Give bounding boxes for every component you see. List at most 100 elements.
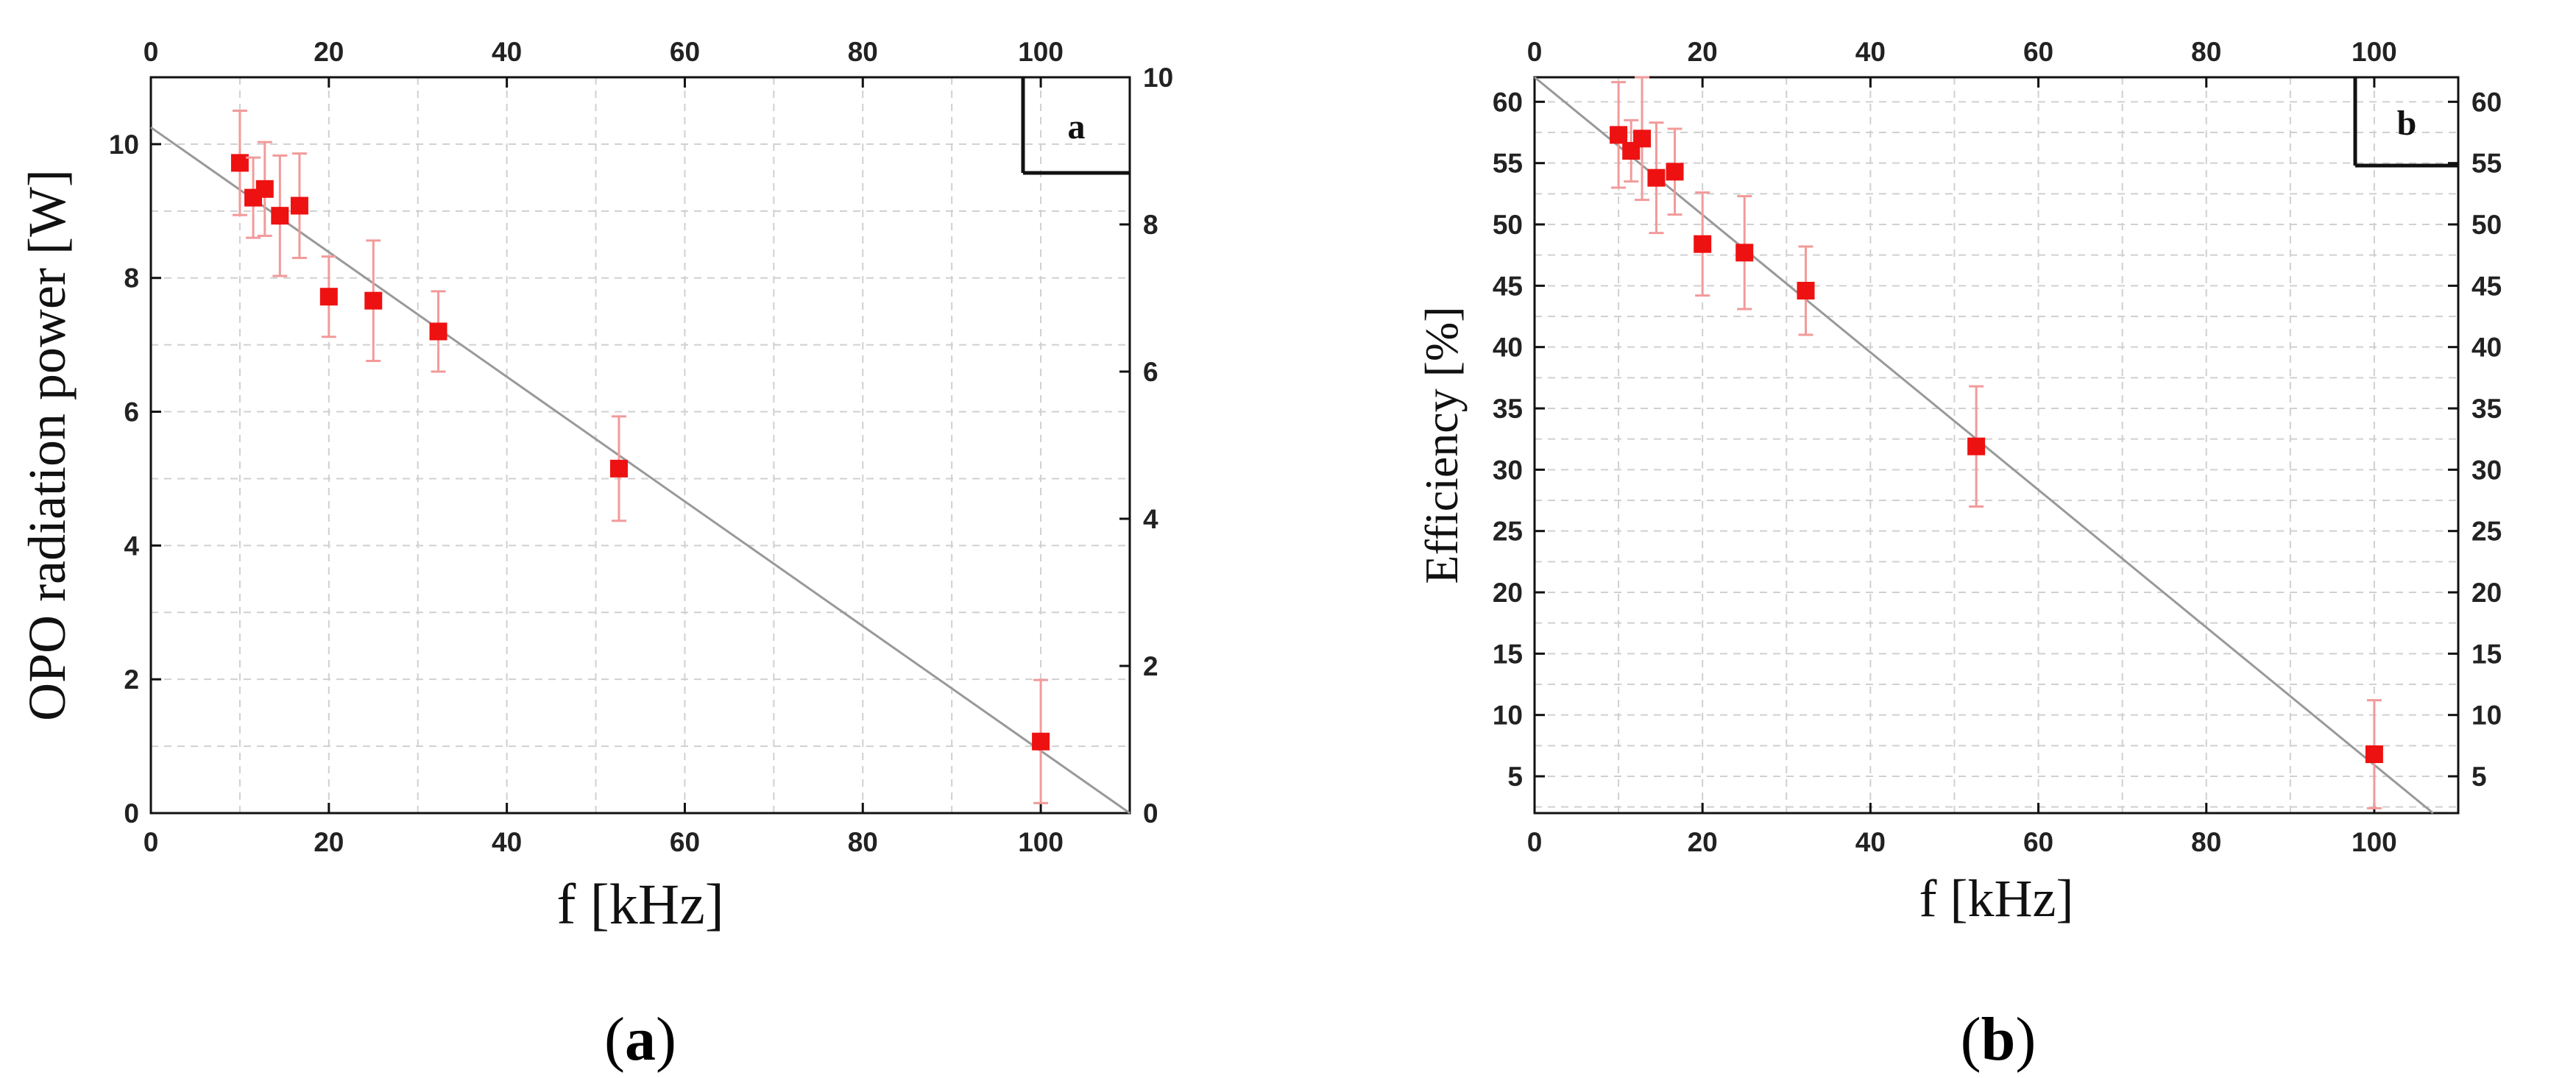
right-y-tick-label: 10 bbox=[1143, 63, 1173, 93]
right-y-tick-label: 55 bbox=[2471, 149, 2502, 179]
data-point bbox=[1647, 169, 1666, 187]
x-tick-label-top: 100 bbox=[2352, 37, 2397, 67]
data-point bbox=[1735, 244, 1754, 262]
y-tick-label: 15 bbox=[1493, 639, 1523, 669]
x-tick-label: 60 bbox=[2023, 827, 2053, 857]
grid bbox=[151, 77, 1130, 813]
y-tick-label: 30 bbox=[1493, 455, 1523, 485]
right-y-tick-label: 20 bbox=[2471, 578, 2502, 608]
x-tick-label: 40 bbox=[1855, 827, 1886, 857]
right-y-tick-label: 50 bbox=[2471, 210, 2502, 240]
x-tick-label: 80 bbox=[2191, 827, 2221, 857]
chart-panel-a: 00202040406060808010010002468100246810af… bbox=[18, 37, 1173, 936]
fit-line bbox=[150, 126, 1130, 815]
y-tick-label: 25 bbox=[1493, 517, 1523, 547]
right-y-tick-label: 0 bbox=[1143, 798, 1158, 829]
data-point bbox=[271, 207, 289, 225]
panel-tag: a bbox=[1068, 107, 1086, 146]
x-tick-label-top: 20 bbox=[1688, 37, 1718, 67]
y-tick-label: 4 bbox=[124, 531, 139, 561]
grid bbox=[1535, 77, 2458, 813]
right-y-tick-label: 35 bbox=[2471, 394, 2502, 424]
x-axis-label: f [kHz] bbox=[1919, 869, 2074, 928]
x-tick-label-top: 0 bbox=[144, 37, 159, 67]
data-point bbox=[1694, 235, 1712, 253]
x-axis-label: f [kHz] bbox=[556, 872, 723, 936]
data-point bbox=[1633, 130, 1652, 148]
y-tick-label: 0 bbox=[124, 798, 139, 829]
x-tick-label: 60 bbox=[670, 827, 700, 857]
right-y-tick-label: 25 bbox=[2471, 517, 2502, 547]
data-point bbox=[429, 322, 447, 341]
x-tick-label: 40 bbox=[492, 827, 522, 857]
right-y-tick-label: 30 bbox=[2471, 455, 2502, 485]
x-tick-label-top: 20 bbox=[314, 37, 344, 67]
right-y-tick-label: 8 bbox=[1143, 210, 1158, 240]
right-y-tick-label: 10 bbox=[2471, 701, 2502, 731]
y-tick-label: 10 bbox=[109, 130, 139, 160]
x-tick-label-top: 0 bbox=[1527, 37, 1543, 67]
caption-paren: ) bbox=[656, 1005, 676, 1074]
data-point bbox=[290, 196, 308, 215]
right-y-tick-label: 45 bbox=[2471, 271, 2502, 301]
right-y-tick-label: 5 bbox=[2471, 762, 2487, 792]
y-tick-label: 20 bbox=[1493, 578, 1523, 608]
plot-frame bbox=[149, 76, 1131, 815]
figure-caption: (a) bbox=[604, 1005, 676, 1074]
chart-panel-b: 0 0 20 20 40 40 60 60 80 80 100 100 5 10 15 20 25 30 35 40 4… bbox=[1415, 37, 2502, 928]
y-tick-label: 35 bbox=[1493, 394, 1523, 424]
y-tick-label: 55 bbox=[1493, 149, 1523, 179]
data-point bbox=[1610, 126, 1628, 144]
data-point bbox=[1797, 282, 1815, 299]
data-point bbox=[1967, 437, 1986, 455]
plot-frame bbox=[1533, 76, 2460, 815]
x-tick-label-top: 80 bbox=[848, 37, 878, 67]
y-tick-label: 40 bbox=[1493, 333, 1523, 363]
y-tick-label: 8 bbox=[124, 263, 139, 294]
right-y-tick-label: 4 bbox=[1143, 504, 1158, 534]
y-tick-label: 6 bbox=[124, 397, 139, 428]
panel-tag: b bbox=[2397, 104, 2417, 143]
x-tick-label: 0 bbox=[1527, 827, 1543, 857]
caption-letter: b bbox=[1981, 1005, 2016, 1074]
y-tick-label: 5 bbox=[1507, 762, 1523, 792]
caption-letter: a bbox=[625, 1005, 656, 1074]
right-y-tick-label: 6 bbox=[1143, 357, 1158, 387]
y-tick-label: 60 bbox=[1493, 87, 1523, 117]
y-tick-label: 2 bbox=[124, 664, 139, 695]
x-tick-label-top: 100 bbox=[1018, 37, 1064, 67]
data-point bbox=[364, 291, 383, 310]
x-tick-label-top: 60 bbox=[2023, 37, 2053, 67]
data-point bbox=[319, 288, 338, 306]
y-tick-label: 10 bbox=[1493, 701, 1523, 731]
caption-paren: ( bbox=[604, 1005, 625, 1074]
x-tick-label-top: 80 bbox=[2191, 37, 2221, 67]
figure-caption: (b) bbox=[1961, 1005, 2037, 1074]
right-y-tick-label: 40 bbox=[2471, 333, 2502, 363]
x-tick-label: 0 bbox=[144, 827, 159, 857]
data-point bbox=[255, 180, 274, 198]
data-point bbox=[2365, 745, 2383, 763]
x-tick-label-top: 40 bbox=[492, 37, 522, 67]
x-tick-label: 20 bbox=[1688, 827, 1718, 857]
x-tick-label: 100 bbox=[1018, 827, 1064, 857]
x-tick-label: 20 bbox=[314, 827, 344, 857]
x-tick-label: 80 bbox=[848, 827, 878, 857]
data-point bbox=[1032, 732, 1050, 751]
x-tick-label-top: 60 bbox=[670, 37, 700, 67]
data-point bbox=[230, 154, 249, 172]
caption-paren: ) bbox=[2015, 1005, 2036, 1074]
y-tick-label: 45 bbox=[1493, 271, 1523, 301]
x-tick-label: 100 bbox=[2352, 827, 2397, 857]
right-y-tick-label: 60 bbox=[2471, 87, 2502, 117]
caption-paren: ( bbox=[1961, 1005, 1981, 1074]
right-y-tick-label: 15 bbox=[2471, 639, 2502, 669]
y-axis-label: OPO radiation power [W] bbox=[18, 169, 77, 721]
x-tick-label-top: 40 bbox=[1855, 37, 1886, 67]
data-point bbox=[609, 459, 628, 478]
y-tick-label: 50 bbox=[1493, 210, 1523, 240]
right-y-tick-label: 2 bbox=[1143, 651, 1158, 681]
data-point bbox=[1666, 163, 1684, 181]
y-axis-label: Efficiency [%] bbox=[1415, 306, 1468, 584]
